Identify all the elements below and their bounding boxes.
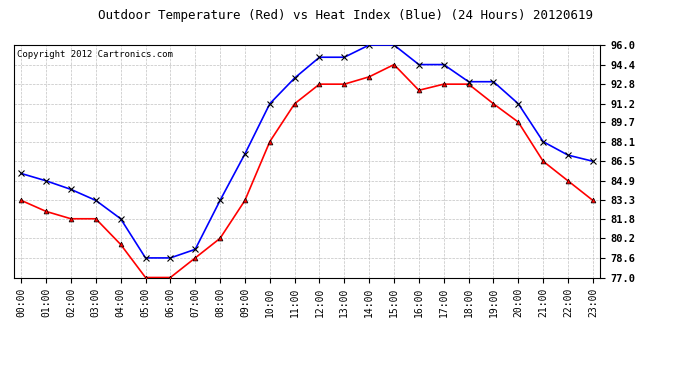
Text: Copyright 2012 Cartronics.com: Copyright 2012 Cartronics.com [17,50,172,58]
Text: Outdoor Temperature (Red) vs Heat Index (Blue) (24 Hours) 20120619: Outdoor Temperature (Red) vs Heat Index … [97,9,593,22]
